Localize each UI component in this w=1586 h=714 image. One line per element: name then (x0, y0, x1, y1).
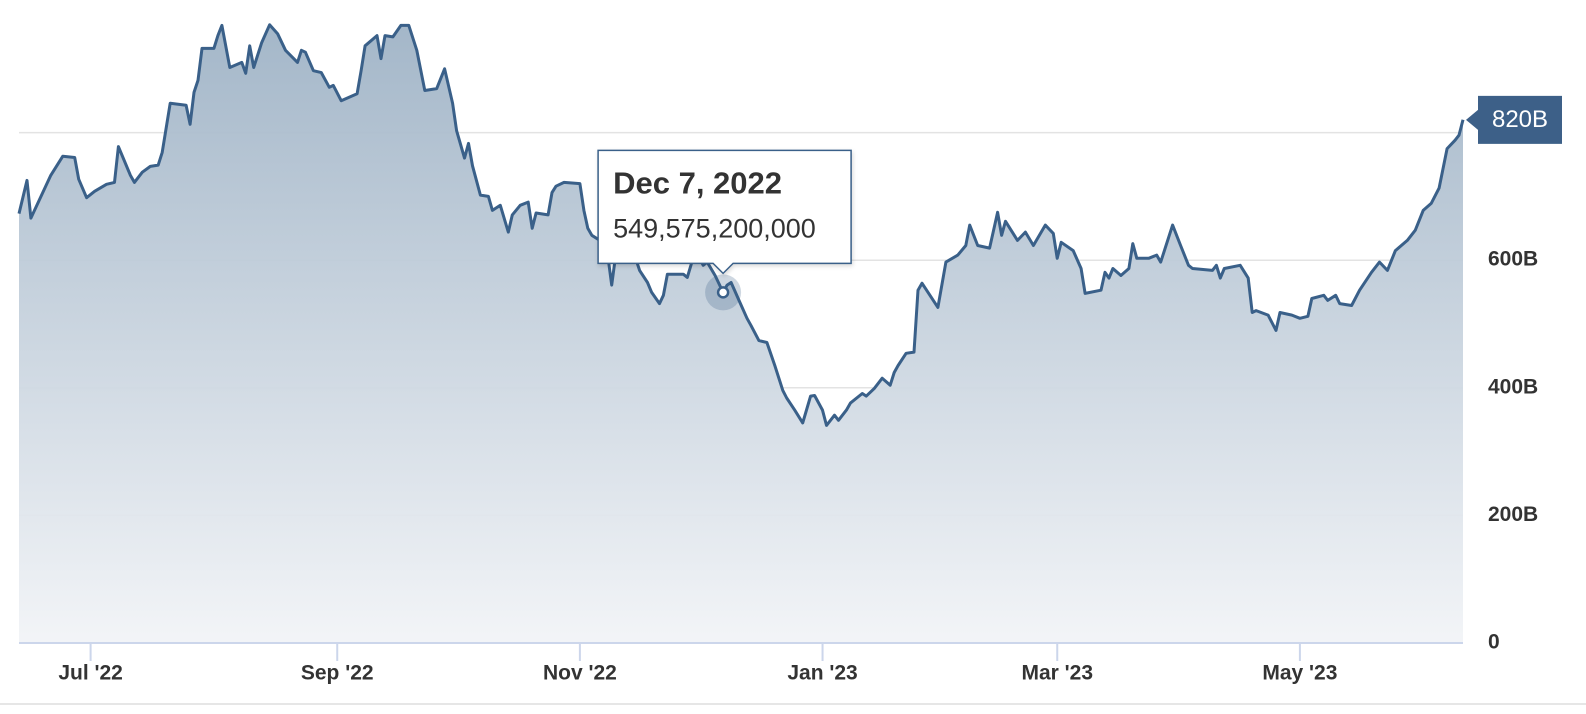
last-value-label: 820B (1492, 106, 1548, 133)
y-tick-label: 0 (1488, 631, 1500, 654)
x-tick-label: Sep '22 (301, 662, 374, 685)
x-tick-label: Jan '23 (787, 662, 857, 685)
y-tick-label: 400B (1488, 375, 1538, 398)
area (19, 24, 1463, 644)
last-value-flag (1466, 95, 1562, 144)
x-tick-label: Jul '22 (58, 662, 123, 685)
tooltip-date: Dec 7, 2022 (613, 166, 782, 201)
x-tick-label: May '23 (1262, 662, 1337, 685)
tooltip-value: 549,575,200,000 (613, 213, 816, 243)
line (17, 23, 1465, 427)
x-tick-label: Mar '23 (1021, 662, 1093, 685)
x-tick-label: Nov '22 (543, 662, 617, 685)
tooltip-box (597, 149, 852, 275)
y-tick-label: 200B (1488, 503, 1538, 526)
y-tick-label: 600B (1488, 248, 1538, 271)
hover-point (716, 286, 730, 299)
